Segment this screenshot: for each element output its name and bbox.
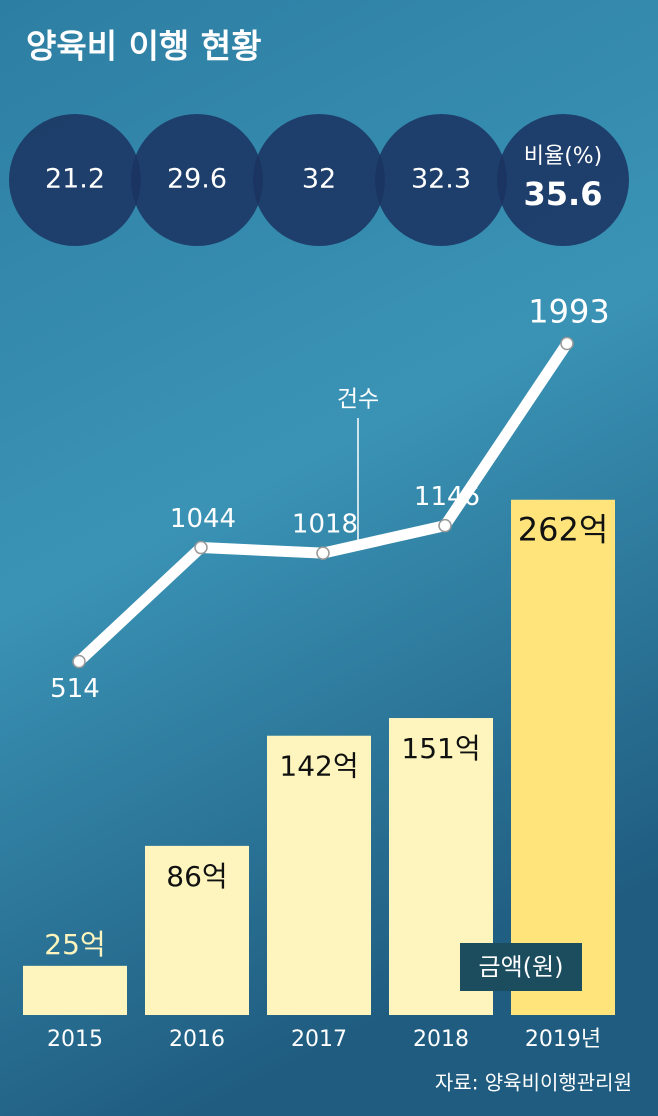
ratio-circle (375, 114, 507, 246)
amount-bar (23, 965, 127, 1015)
source: 자료: 양육비이행관리원 (435, 1071, 632, 1095)
count-label: 1146 (414, 482, 480, 512)
ratio-name: 비율(%) (524, 144, 603, 169)
count-label: 1018 (292, 510, 358, 540)
ratio-label: 32 (302, 164, 336, 195)
ratio-circle (9, 114, 141, 246)
title: 양육비 이행 현황 (26, 27, 262, 66)
line-name: 건수 (337, 387, 379, 413)
x-tick-label: 2016 (169, 1027, 225, 1052)
ratio-label: 29.6 (167, 164, 227, 195)
ratio-label: 32.3 (411, 164, 471, 195)
amount-bar (511, 499, 615, 1015)
count-label: 1044 (170, 504, 236, 534)
amount-label: 25억 (44, 928, 105, 961)
x-tick-label: 2018 (413, 1027, 469, 1052)
x-tick-label: 2017 (291, 1027, 347, 1052)
ratio-circle (497, 114, 629, 246)
count-label: 1993 (528, 293, 609, 331)
ratio-circle (131, 114, 263, 246)
amount-label: 262억 (518, 511, 609, 549)
x-tick-label: 2015 (47, 1027, 103, 1052)
legend-box (460, 943, 582, 991)
count-label: 514 (50, 674, 100, 704)
amount-label: 86억 (166, 860, 227, 893)
ratio-label: 35.6 (524, 175, 603, 213)
count-point (72, 654, 86, 669)
amount-label: 151억 (401, 732, 480, 765)
count-point (194, 540, 208, 555)
ratio-circle (253, 114, 385, 246)
amount-label: 142억 (279, 750, 358, 783)
legend-label: 금액(원) (479, 953, 564, 981)
count-point (438, 518, 452, 533)
amount-bar (145, 845, 249, 1015)
amount-bar (267, 735, 371, 1015)
x-tick-label: 2019년 (525, 1027, 601, 1052)
count-point (316, 546, 330, 560)
ratio-label: 21.2 (45, 164, 105, 195)
count-point (560, 336, 574, 351)
